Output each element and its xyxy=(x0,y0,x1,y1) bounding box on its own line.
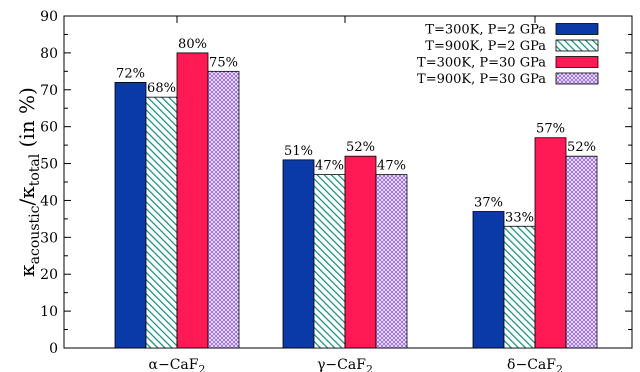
bar xyxy=(207,70,240,349)
bar-data-label: 80% xyxy=(178,37,207,52)
y-tick-label: 90 xyxy=(40,9,58,25)
y-tick-label: 30 xyxy=(40,230,58,246)
y-axis: 0 10 20 30 40 50 60 70 80 90 xyxy=(40,9,632,357)
y-tick-label: 80 xyxy=(40,46,58,62)
bar-data-label: 75% xyxy=(209,55,238,70)
bar xyxy=(375,174,408,349)
legend-swatch xyxy=(555,39,599,52)
bar xyxy=(534,137,567,349)
bar xyxy=(565,155,598,349)
bar xyxy=(344,155,377,349)
y-axis-label-sub-acoustic: acoustic xyxy=(27,205,43,264)
bar xyxy=(472,211,505,349)
bar-data-label: 52% xyxy=(567,140,596,155)
bar-data-label: 47% xyxy=(377,159,406,174)
legend-entry-label: T=300K, P=30 GPa xyxy=(417,56,546,71)
bar-data-label: 68% xyxy=(147,81,176,96)
legend-swatch xyxy=(555,72,599,85)
bar xyxy=(313,174,346,349)
y-tick-label: 40 xyxy=(40,193,58,209)
y-axis-label-kappa-2: κ xyxy=(15,186,39,199)
data-label-group: 72%68%80%75%51%47%52%47%37%33%57%52% xyxy=(116,37,596,225)
bar-data-label: 47% xyxy=(315,159,344,174)
y-axis-label-suffix: (in %) xyxy=(15,87,39,154)
y-tick-label: 60 xyxy=(40,120,58,136)
bar xyxy=(503,225,536,349)
legend-entry-label: T=900K, P=30 GPa xyxy=(417,72,546,87)
x-axis: α−CaF2 γ−CaF2 δ−CaF2 xyxy=(149,16,563,372)
x-tick-label: γ−CaF2 xyxy=(317,357,373,372)
legend-swatch xyxy=(555,23,599,35)
y-axis-label-sub-total: total xyxy=(27,153,43,186)
x-tick-label: α−CaF2 xyxy=(149,357,206,372)
legend-entry-label: T=900K, P=2 GPa xyxy=(425,39,546,54)
bar-data-label: 51% xyxy=(284,144,313,159)
x-tick-label: δ−CaF2 xyxy=(507,357,563,372)
legend-entry-label: T=300K, P=2 GPa xyxy=(425,23,546,38)
bar-data-label: 33% xyxy=(505,210,534,225)
y-axis-label-kappa: κ xyxy=(15,264,39,277)
bar-data-label: 72% xyxy=(116,66,145,81)
y-tick-label: 50 xyxy=(40,157,58,173)
y-tick-label: 20 xyxy=(40,267,58,283)
y-axis-label-slash: / xyxy=(15,199,39,206)
bar-data-label: 37% xyxy=(474,196,503,211)
bar-series-group xyxy=(114,52,598,349)
legend-swatch xyxy=(555,56,599,68)
bar xyxy=(114,82,147,349)
bar-data-label: 57% xyxy=(536,122,565,137)
bar xyxy=(176,52,209,349)
y-axis-label: κacoustic/κtotal (in %) xyxy=(15,87,43,277)
bar xyxy=(145,96,178,349)
y-tick-label: 0 xyxy=(49,341,58,357)
y-tick-label: 10 xyxy=(40,304,58,320)
y-tick-label: 70 xyxy=(40,83,58,99)
bar xyxy=(282,159,315,349)
bar-data-label: 52% xyxy=(346,140,375,155)
